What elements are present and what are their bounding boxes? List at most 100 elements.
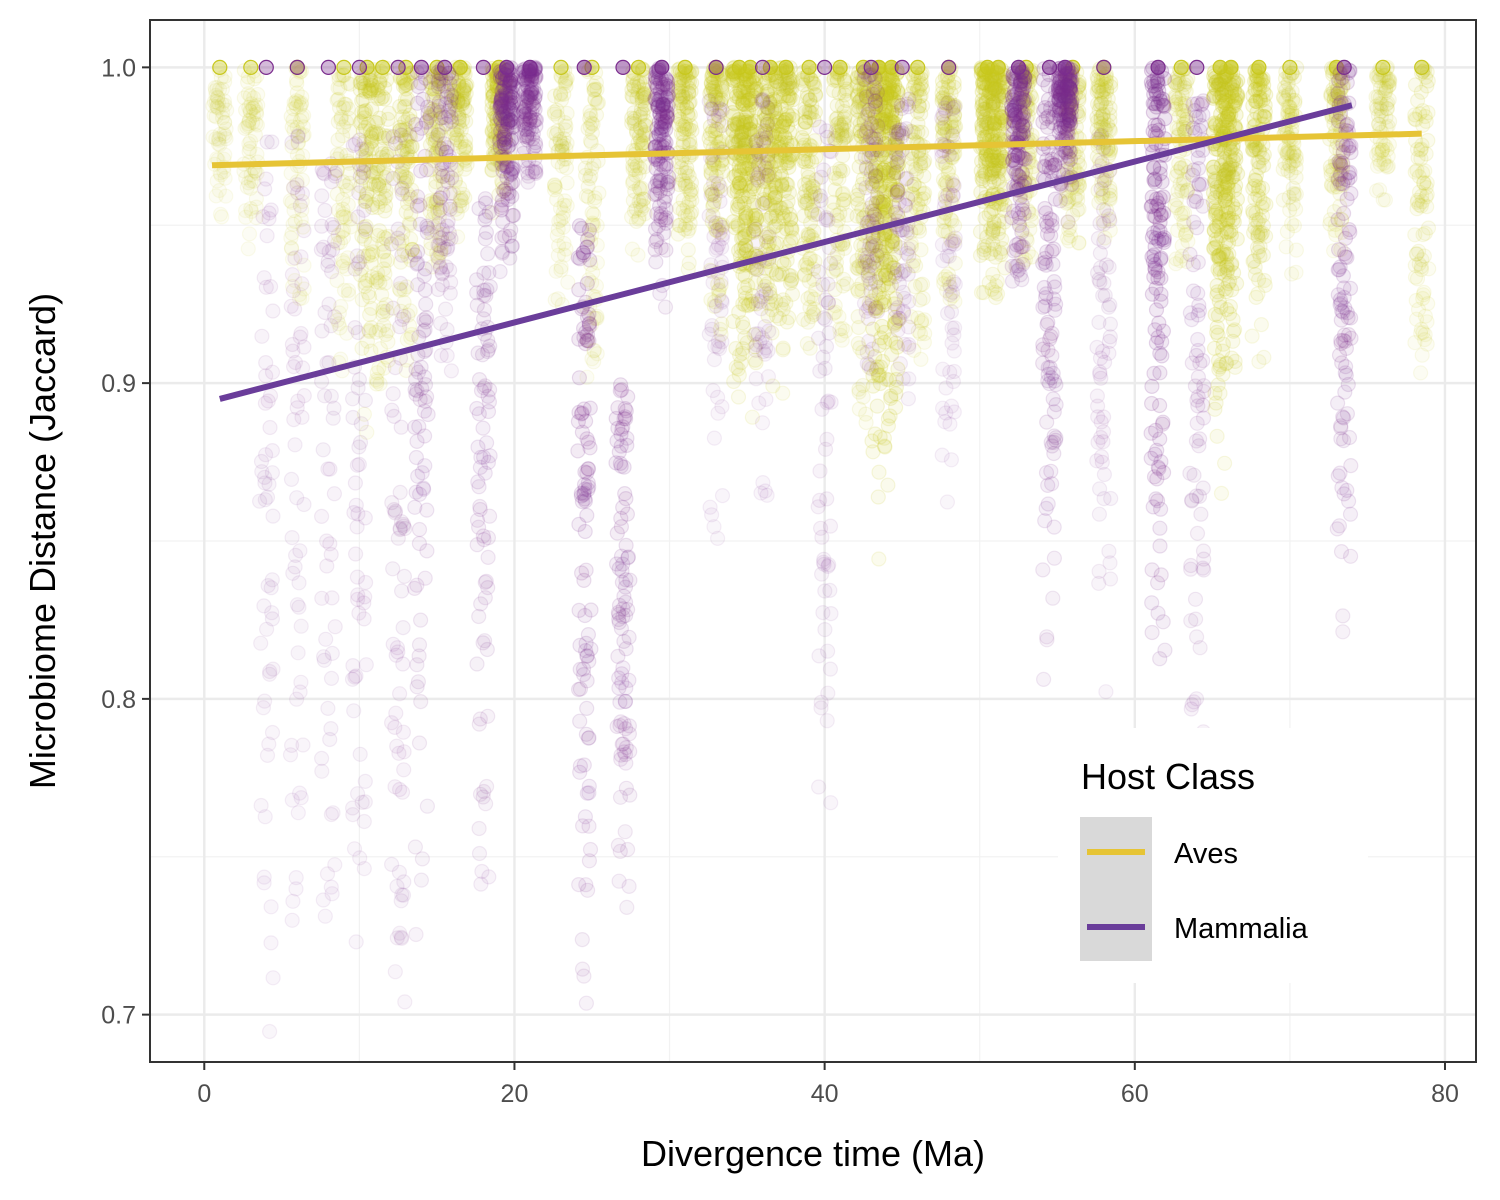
data-point-aves bbox=[287, 214, 303, 230]
data-point-aves bbox=[342, 165, 358, 182]
data-point-aves bbox=[241, 113, 257, 129]
data-point-mammalia bbox=[504, 207, 521, 224]
data-point-aves bbox=[238, 203, 254, 219]
data-point-aves bbox=[294, 89, 310, 105]
data-point-mammalia bbox=[317, 202, 333, 218]
data-point-mammalia bbox=[495, 163, 511, 179]
data-point-aves bbox=[217, 114, 233, 131]
data-point-aves bbox=[217, 97, 233, 113]
data-point-aves bbox=[1419, 336, 1435, 352]
data-point-mammalia bbox=[411, 521, 428, 538]
data-point-mammalia bbox=[314, 188, 330, 204]
data-point-mammalia bbox=[352, 850, 368, 866]
data-point-aves bbox=[1420, 220, 1437, 236]
data-point-aves bbox=[371, 110, 388, 126]
data-point-aves bbox=[285, 180, 301, 196]
data-point-aves bbox=[339, 261, 355, 277]
data-point-aves bbox=[364, 101, 380, 117]
data-point-mammalia bbox=[257, 809, 273, 825]
data-point-mammalia bbox=[577, 336, 594, 352]
data-points bbox=[205, 59, 1437, 1040]
data-point-mammalia bbox=[394, 186, 410, 202]
data-point-mammalia bbox=[323, 670, 340, 687]
data-point-mammalia bbox=[384, 715, 400, 731]
data-point-mammalia bbox=[581, 853, 598, 869]
data-point-aves bbox=[283, 230, 299, 246]
data-point-aves bbox=[296, 257, 312, 273]
data-point-aves bbox=[205, 129, 221, 145]
data-point-aves bbox=[330, 202, 346, 218]
data-point-mammalia bbox=[407, 839, 423, 855]
data-point-mammalia bbox=[390, 59, 406, 76]
data-point-aves bbox=[216, 93, 232, 109]
data-point-aves bbox=[208, 131, 224, 147]
data-point-aves bbox=[680, 242, 696, 258]
data-point-aves bbox=[296, 127, 312, 143]
data-point-mammalia bbox=[262, 666, 278, 682]
data-point-aves bbox=[330, 132, 346, 148]
data-point-aves bbox=[356, 248, 372, 264]
data-point-aves bbox=[365, 244, 381, 260]
data-point-aves bbox=[1415, 290, 1431, 307]
data-point-mammalia bbox=[472, 459, 488, 475]
data-point-aves bbox=[1224, 282, 1240, 298]
data-point-mammalia bbox=[438, 301, 454, 317]
data-point-mammalia bbox=[572, 713, 588, 729]
data-point-mammalia bbox=[358, 574, 374, 591]
data-point-aves bbox=[356, 231, 373, 247]
data-point-mammalia bbox=[576, 59, 592, 76]
data-point-aves bbox=[1420, 132, 1436, 149]
data-point-mammalia bbox=[419, 798, 435, 814]
data-point-aves bbox=[211, 182, 227, 199]
data-point-aves bbox=[730, 389, 747, 405]
data-point-aves bbox=[800, 291, 816, 307]
data-point-aves bbox=[239, 179, 255, 195]
data-point-aves bbox=[330, 114, 346, 130]
data-point-mammalia bbox=[387, 964, 403, 980]
data-point-mammalia bbox=[435, 168, 451, 184]
data-point-mammalia bbox=[476, 783, 492, 800]
data-point-mammalia bbox=[572, 661, 588, 678]
data-point-aves bbox=[1380, 78, 1397, 94]
data-point-mammalia bbox=[522, 59, 538, 76]
data-point-aves bbox=[242, 88, 258, 104]
data-point-mammalia bbox=[265, 970, 281, 986]
data-point-aves bbox=[362, 307, 378, 323]
data-point-aves bbox=[330, 80, 346, 96]
data-point-aves bbox=[985, 225, 1001, 241]
data-point-aves bbox=[1253, 317, 1270, 333]
data-point-aves bbox=[726, 183, 742, 199]
data-point-aves bbox=[553, 212, 569, 228]
data-point-aves bbox=[292, 286, 308, 303]
data-point-aves bbox=[1212, 385, 1228, 401]
data-point-mammalia bbox=[396, 762, 412, 778]
data-point-mammalia bbox=[320, 700, 336, 717]
data-point-aves bbox=[361, 83, 377, 100]
data-point-aves bbox=[294, 290, 310, 306]
data-point-aves bbox=[910, 59, 926, 76]
data-point-mammalia bbox=[295, 360, 311, 376]
data-point-mammalia bbox=[476, 265, 492, 281]
data-point-mammalia bbox=[384, 856, 400, 873]
data-point-aves bbox=[295, 119, 311, 135]
data-point-mammalia bbox=[283, 471, 300, 487]
data-point-aves bbox=[626, 203, 643, 219]
data-point-mammalia bbox=[495, 79, 512, 96]
data-point-aves bbox=[241, 136, 257, 152]
data-point-aves bbox=[292, 99, 308, 115]
data-point-aves bbox=[243, 173, 259, 189]
data-point-aves bbox=[332, 234, 349, 250]
data-point-aves bbox=[331, 316, 347, 332]
data-point-mammalia bbox=[413, 693, 429, 710]
data-point-aves bbox=[1286, 218, 1303, 234]
data-point-aves bbox=[217, 147, 233, 163]
data-point-aves bbox=[396, 99, 412, 115]
data-point-mammalia bbox=[296, 223, 312, 239]
data-point-mammalia bbox=[320, 59, 336, 76]
data-point-mammalia bbox=[396, 308, 412, 325]
data-point-aves bbox=[249, 117, 265, 133]
data-point-mammalia bbox=[413, 75, 429, 91]
data-point-aves bbox=[834, 119, 850, 135]
data-point-aves bbox=[780, 177, 796, 193]
data-point-aves bbox=[334, 209, 350, 226]
